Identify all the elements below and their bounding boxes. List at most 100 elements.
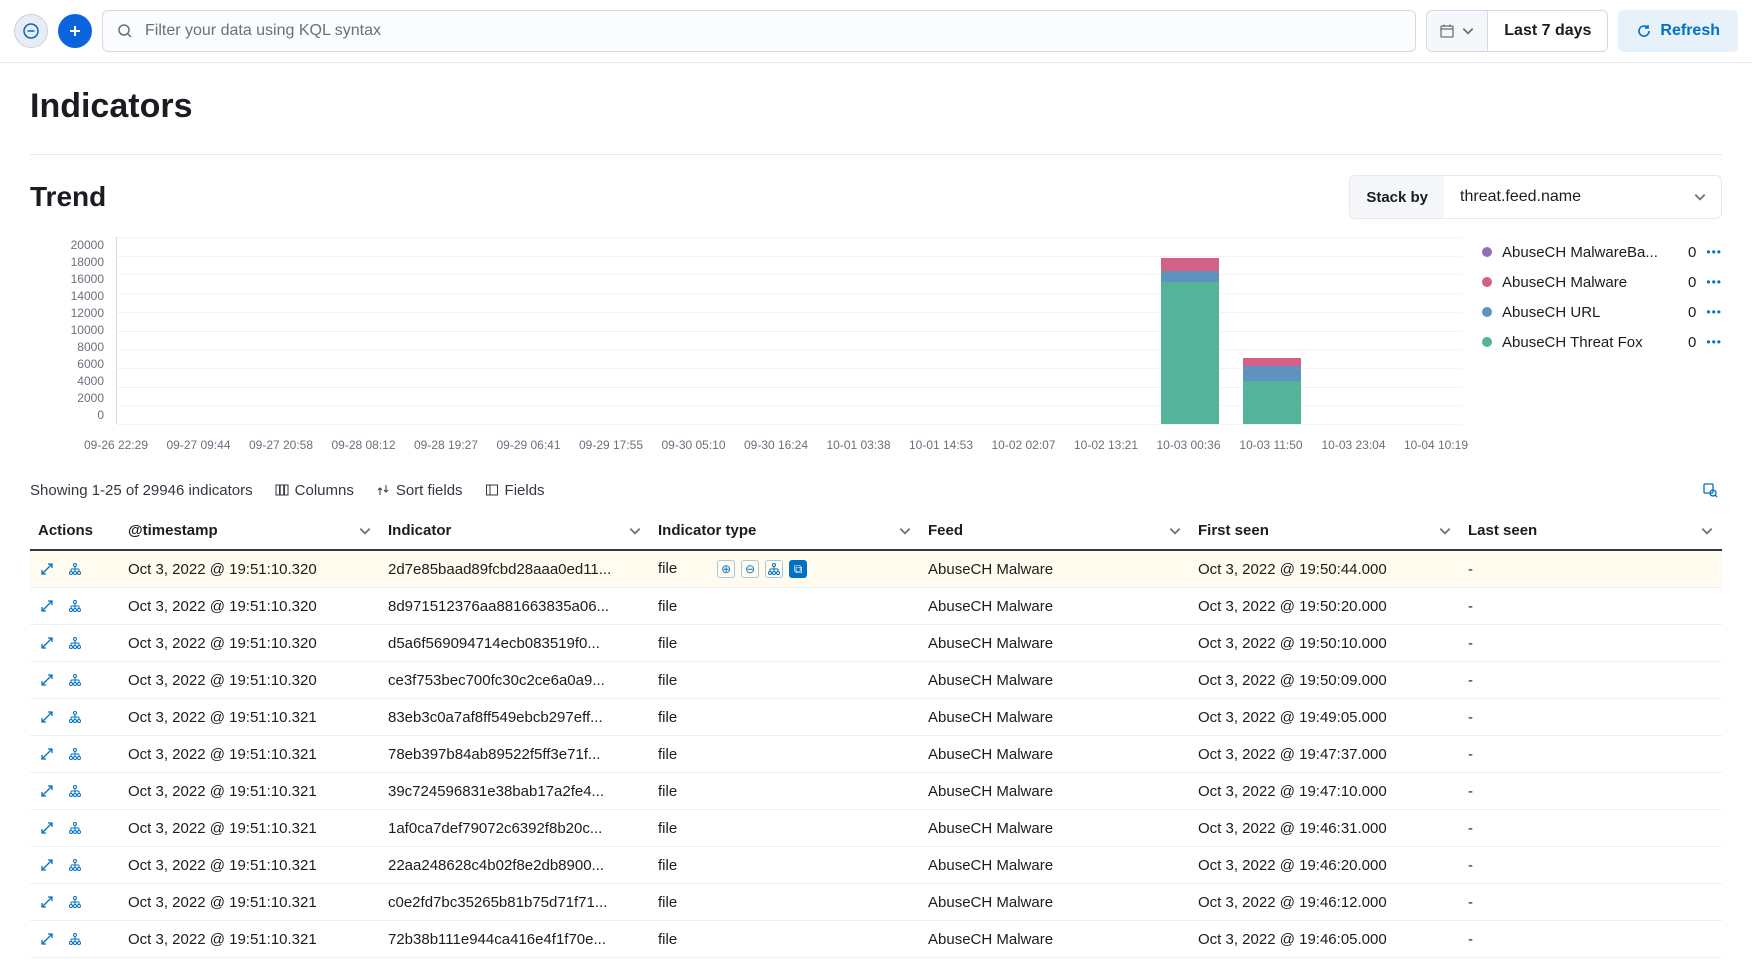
cell-timestamp: Oct 3, 2022 @ 19:51:10.321: [120, 884, 380, 921]
cell-indicator-type: file: [650, 921, 920, 958]
row-count-label: Showing 1-25 of 29946 indicators: [30, 482, 253, 499]
cell-last-seen: -: [1460, 773, 1722, 810]
expand-row-icon[interactable]: [38, 930, 56, 948]
date-picker[interactable]: Last 7 days: [1426, 10, 1608, 52]
legend-item[interactable]: AbuseCH URL 0 •••: [1482, 297, 1722, 327]
sort-fields-button[interactable]: Sort fields: [376, 482, 463, 499]
cell-first-seen: Oct 3, 2022 @ 19:46:31.000: [1190, 810, 1460, 847]
legend-name: AbuseCH URL: [1502, 304, 1668, 321]
cell-last-seen: -: [1460, 625, 1722, 662]
column-header[interactable]: Last seen: [1460, 512, 1722, 550]
investigate-icon[interactable]: [66, 819, 84, 837]
add-to-timeline-icon[interactable]: [765, 560, 783, 578]
refresh-button[interactable]: Refresh: [1618, 10, 1738, 52]
cell-timestamp: Oct 3, 2022 @ 19:51:10.320: [120, 550, 380, 588]
x-tick-label: 10-03 23:04: [1321, 438, 1385, 452]
cell-last-seen: -: [1460, 699, 1722, 736]
expand-row-icon[interactable]: [38, 819, 56, 837]
legend-more-icon[interactable]: •••: [1706, 275, 1722, 289]
cell-timestamp: Oct 3, 2022 @ 19:51:10.321: [120, 810, 380, 847]
cell-first-seen: Oct 3, 2022 @ 19:46:20.000: [1190, 847, 1460, 884]
kql-search[interactable]: [102, 10, 1416, 52]
table-row[interactable]: Oct 3, 2022 @ 19:51:10.321 72b38b111e944…: [30, 921, 1722, 958]
cell-indicator-type: file: [650, 662, 920, 699]
page-title: Indicators: [30, 87, 1722, 126]
column-header[interactable]: Actions: [30, 512, 120, 550]
table-row[interactable]: Oct 3, 2022 @ 19:51:10.320 2d7e85baad89f…: [30, 550, 1722, 588]
investigate-icon[interactable]: [66, 745, 84, 763]
bar-segment: [1161, 271, 1219, 282]
columns-button[interactable]: Columns: [275, 482, 354, 499]
column-header[interactable]: @timestamp: [120, 512, 380, 550]
column-header[interactable]: Feed: [920, 512, 1190, 550]
legend-item[interactable]: AbuseCH MalwareBa... 0 •••: [1482, 237, 1722, 267]
column-header[interactable]: First seen: [1190, 512, 1460, 550]
kql-input[interactable]: [145, 22, 1401, 40]
investigate-icon[interactable]: [66, 856, 84, 874]
expand-row-icon[interactable]: [38, 597, 56, 615]
remove-filter-button[interactable]: [14, 14, 48, 48]
bar-segment: [1161, 258, 1219, 271]
cell-last-seen: -: [1460, 847, 1722, 884]
investigate-icon[interactable]: [66, 634, 84, 652]
legend-more-icon[interactable]: •••: [1706, 335, 1722, 349]
filter-in-icon[interactable]: ⊕: [717, 560, 735, 578]
table-row[interactable]: Oct 3, 2022 @ 19:51:10.321 1af0ca7def790…: [30, 810, 1722, 847]
table-row[interactable]: Oct 3, 2022 @ 19:51:10.320 d5a6f56909471…: [30, 625, 1722, 662]
x-axis-labels: 09-26 22:2909-27 09:4409-27 20:5809-28 0…: [116, 424, 1462, 464]
expand-row-icon[interactable]: [38, 708, 56, 726]
expand-row-icon[interactable]: [38, 634, 56, 652]
investigate-icon[interactable]: [66, 671, 84, 689]
x-tick-label: 10-01 14:53: [909, 438, 973, 452]
legend-item[interactable]: AbuseCH Threat Fox 0 •••: [1482, 327, 1722, 357]
expand-row-icon[interactable]: [38, 671, 56, 689]
x-tick-label: 09-28 19:27: [414, 438, 478, 452]
investigate-icon[interactable]: [66, 708, 84, 726]
table-row[interactable]: Oct 3, 2022 @ 19:51:10.321 78eb397b84ab8…: [30, 736, 1722, 773]
cell-indicator: 1af0ca7def79072c6392f8b20c...: [380, 810, 650, 847]
y-tick-label: 14000: [30, 288, 104, 305]
cell-timestamp: Oct 3, 2022 @ 19:51:10.320: [120, 662, 380, 699]
table-row[interactable]: Oct 3, 2022 @ 19:51:10.320 ce3f753bec700…: [30, 662, 1722, 699]
cell-indicator: 72b38b111e944ca416e4f1f70e...: [380, 921, 650, 958]
investigate-icon[interactable]: [66, 560, 84, 578]
expand-row-icon[interactable]: [38, 782, 56, 800]
trend-title: Trend: [30, 181, 106, 213]
column-header[interactable]: Indicator type: [650, 512, 920, 550]
investigate-icon[interactable]: [66, 597, 84, 615]
table-row[interactable]: Oct 3, 2022 @ 19:51:10.321 22aa248628c4b…: [30, 847, 1722, 884]
legend-more-icon[interactable]: •••: [1706, 245, 1722, 259]
legend-item[interactable]: AbuseCH Malware 0 •••: [1482, 267, 1722, 297]
cell-last-seen: -: [1460, 662, 1722, 699]
table-row[interactable]: Oct 3, 2022 @ 19:51:10.321 c0e2fd7bc3526…: [30, 884, 1722, 921]
cell-indicator-type: file: [650, 847, 920, 884]
expand-row-icon[interactable]: [38, 745, 56, 763]
add-filter-button[interactable]: [58, 14, 92, 48]
copy-icon[interactable]: ⧉: [789, 560, 807, 578]
cell-feed: AbuseCH Malware: [920, 550, 1190, 588]
chevron-down-icon: [898, 524, 912, 538]
x-tick-label: 10-04 10:19: [1404, 438, 1468, 452]
expand-row-icon[interactable]: [38, 856, 56, 874]
legend-more-icon[interactable]: •••: [1706, 305, 1722, 319]
sort-label: Sort fields: [396, 482, 463, 499]
expand-row-icon[interactable]: [38, 560, 56, 578]
fields-button[interactable]: Fields: [485, 482, 545, 499]
stack-by-select[interactable]: Stack by threat.feed.name: [1349, 175, 1722, 219]
legend-count: 0: [1678, 244, 1696, 261]
table-row[interactable]: Oct 3, 2022 @ 19:51:10.320 8d971512376aa…: [30, 588, 1722, 625]
legend-name: AbuseCH MalwareBa...: [1502, 244, 1668, 261]
table-row[interactable]: Oct 3, 2022 @ 19:51:10.321 39c724596831e…: [30, 773, 1722, 810]
investigate-icon[interactable]: [66, 930, 84, 948]
investigate-icon[interactable]: [66, 893, 84, 911]
column-header[interactable]: Indicator: [380, 512, 650, 550]
chevron-down-icon: [628, 524, 642, 538]
columns-label: Columns: [295, 482, 354, 499]
investigate-icon[interactable]: [66, 782, 84, 800]
cell-feed: AbuseCH Malware: [920, 662, 1190, 699]
filter-out-icon[interactable]: ⊖: [741, 560, 759, 578]
table-row[interactable]: Oct 3, 2022 @ 19:51:10.321 83eb3c0a7af8f…: [30, 699, 1722, 736]
inspect-button[interactable]: [1698, 478, 1722, 502]
expand-row-icon[interactable]: [38, 893, 56, 911]
chevron-down-icon: [1438, 524, 1452, 538]
